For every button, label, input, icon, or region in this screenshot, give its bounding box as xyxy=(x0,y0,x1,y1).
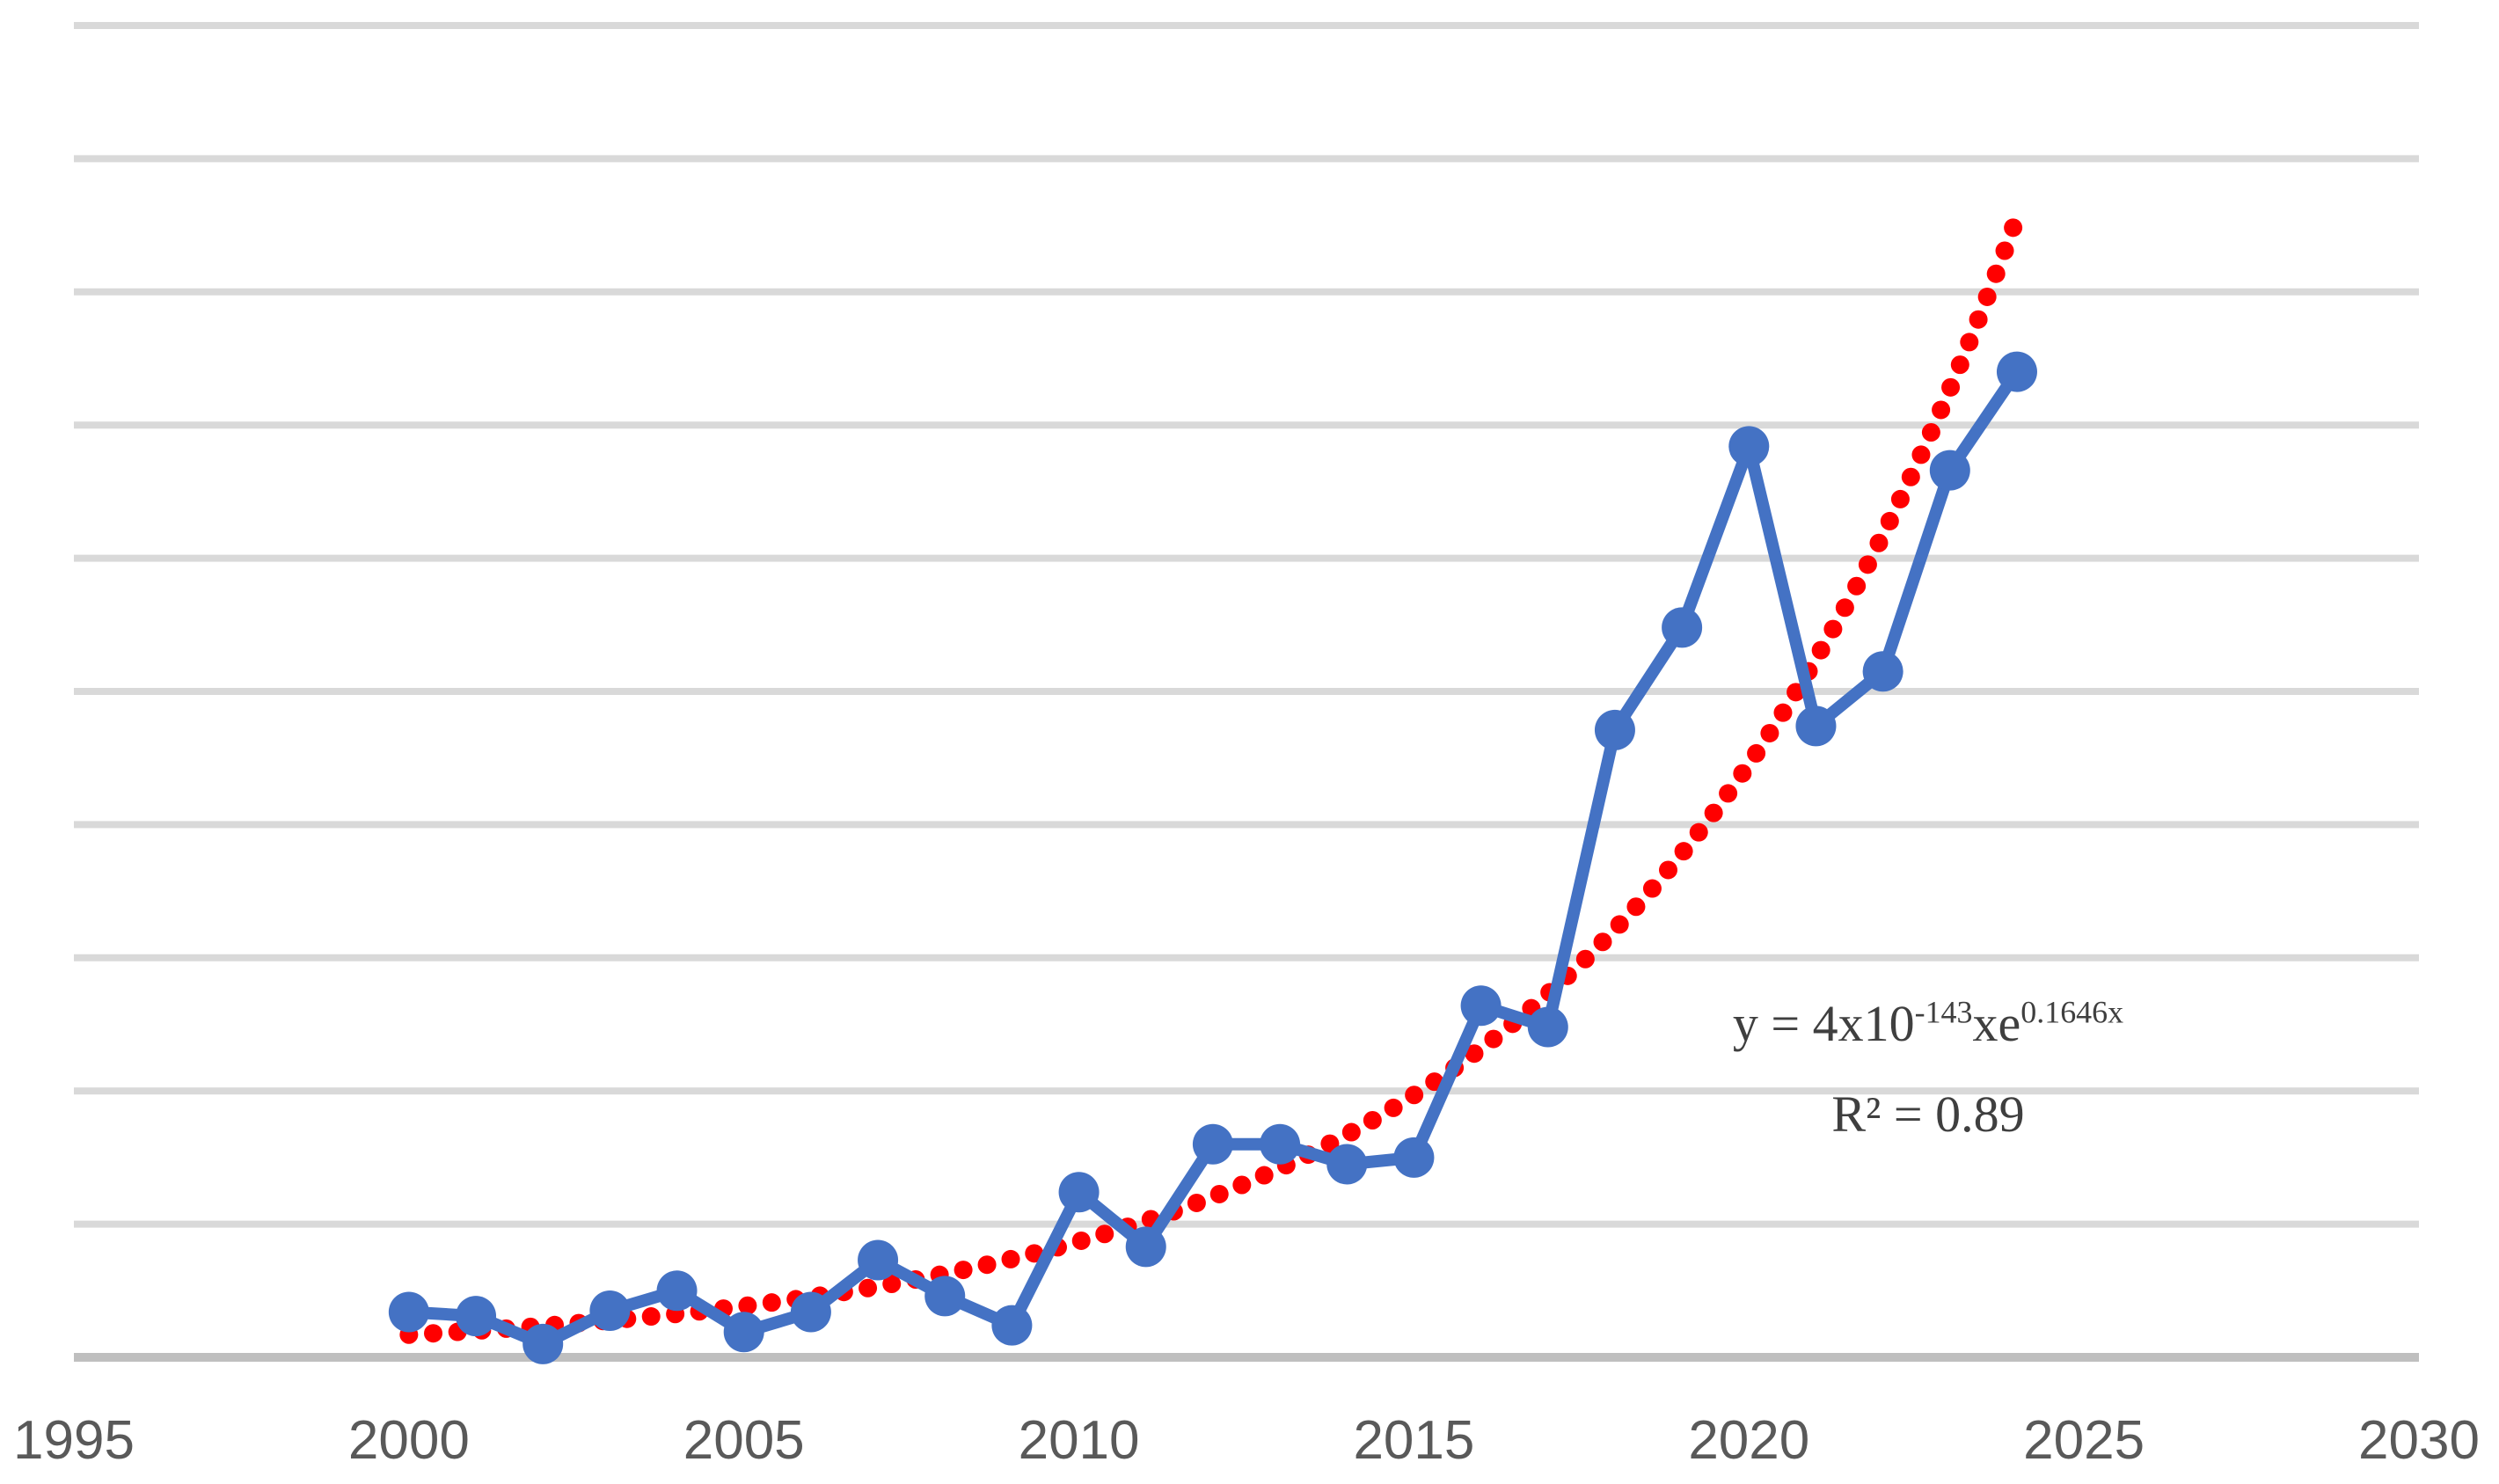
trendline-dot xyxy=(1232,1175,1252,1195)
data-point-marker xyxy=(1326,1144,1368,1185)
trendline-dot xyxy=(1341,1122,1361,1142)
trendline-dot xyxy=(1960,333,1979,352)
equation-superscript-2: 0.1646x xyxy=(2020,994,2124,1030)
data-point-marker xyxy=(456,1296,497,1337)
trendline-dot xyxy=(1847,576,1867,596)
trendline-dot xyxy=(1747,743,1766,763)
trendline-dot xyxy=(1001,1249,1020,1268)
trendline-dot xyxy=(1254,1166,1274,1185)
trendline-dot xyxy=(1995,241,2014,260)
x-tick-label: 2025 xyxy=(2023,1410,2145,1471)
data-point-marker xyxy=(1527,1006,1568,1048)
trendline-dot xyxy=(1575,949,1595,969)
trendline-dot xyxy=(1932,400,1951,420)
data-point-marker xyxy=(1460,985,1502,1027)
trendline-dot xyxy=(977,1255,997,1275)
data-point-marker xyxy=(1996,351,2037,392)
trendline-dot xyxy=(1071,1231,1091,1250)
data-point-marker xyxy=(1662,607,1703,648)
data-point-marker xyxy=(1929,450,1970,491)
trendline-dot xyxy=(1760,723,1779,742)
data-point-marker xyxy=(723,1312,764,1353)
trendline-dot xyxy=(1484,1029,1503,1049)
trendline-dot xyxy=(1890,489,1910,508)
trendline-dot xyxy=(1941,377,1961,397)
equation-superscript-1: -143 xyxy=(1914,994,1973,1030)
trendline-dot xyxy=(1858,555,1877,574)
trendline-dot xyxy=(882,1275,902,1294)
trendline-dot xyxy=(424,1324,443,1343)
data-point-marker xyxy=(1728,426,1770,467)
trendline-dot xyxy=(1773,703,1793,722)
data-point-marker xyxy=(991,1305,1033,1346)
trendline-dot xyxy=(1835,598,1854,618)
data-point-marker xyxy=(1795,705,1837,747)
trendline-dot xyxy=(1384,1098,1403,1117)
trendline-dot xyxy=(1025,1244,1044,1263)
trendline-dot xyxy=(1658,860,1677,880)
data-point-marker xyxy=(589,1290,631,1332)
data-point-marker xyxy=(1260,1123,1301,1165)
trendline-equation: y = 4x10-143xe0.1646x xyxy=(1576,978,2280,1069)
data-point-marker xyxy=(1594,709,1635,750)
x-tick-label: 2005 xyxy=(683,1410,805,1471)
data-point-marker xyxy=(656,1270,698,1312)
trendline-dot xyxy=(1209,1184,1229,1203)
trendline-dot xyxy=(1704,803,1723,822)
trendline-dot xyxy=(641,1307,661,1327)
trendline-dot xyxy=(1869,533,1889,552)
trendline-dot xyxy=(1674,842,1693,861)
trendline-dot xyxy=(1465,1044,1484,1064)
trendline-dot xyxy=(859,1278,878,1298)
trendline-dot xyxy=(1823,619,1843,639)
trendline-dot xyxy=(1921,422,1940,442)
trendline-dot xyxy=(762,1293,781,1312)
x-tick-label: 2020 xyxy=(1688,1410,1809,1471)
trendline-dot xyxy=(1610,915,1629,934)
data-point-marker xyxy=(1125,1226,1166,1268)
data-point-marker xyxy=(1862,651,1903,692)
equation-base-2: xe xyxy=(1972,995,2021,1052)
x-tick-label: 2015 xyxy=(1353,1410,1474,1471)
trendline-dot xyxy=(1950,355,1969,375)
trendline-dot xyxy=(1095,1224,1114,1244)
data-point-marker xyxy=(1393,1137,1435,1178)
trendline-dot xyxy=(1901,467,1920,486)
trendline-dot xyxy=(1880,511,1899,530)
trendline-dot xyxy=(1187,1193,1206,1212)
trendline-dot xyxy=(1811,640,1830,660)
x-tick-label: 2000 xyxy=(348,1410,470,1471)
trendline-dot xyxy=(1642,879,1662,898)
trendline-dot xyxy=(1689,822,1708,842)
trendline-dot xyxy=(1405,1086,1424,1105)
trendline-dot xyxy=(1986,264,2006,283)
r-squared-label: R² = 0.89 xyxy=(1831,1086,2025,1143)
equation-base-1: y = 4x10 xyxy=(1732,995,1915,1052)
data-point-marker xyxy=(790,1291,831,1333)
data-point-marker xyxy=(1058,1172,1100,1213)
data-point-marker xyxy=(388,1291,429,1333)
trendline-dot xyxy=(2004,218,2023,238)
x-tick-label: 1995 xyxy=(13,1410,135,1471)
data-point-marker xyxy=(924,1276,966,1317)
trendline-dot xyxy=(1719,784,1738,803)
x-tick-label: 2030 xyxy=(2358,1410,2480,1471)
trendline-dot xyxy=(738,1296,757,1315)
data-point-marker xyxy=(522,1323,564,1364)
trendline-annotation: y = 4x10-143xe0.1646x R² = 0.89 xyxy=(1576,978,2280,1159)
trendline-dot xyxy=(1363,1111,1382,1130)
trendline-dot xyxy=(1733,764,1752,783)
trendline-dot xyxy=(1969,310,1988,329)
trendline-dot xyxy=(1593,932,1612,952)
data-point-marker xyxy=(1192,1123,1233,1165)
x-tick-label: 2010 xyxy=(1019,1410,1140,1471)
trendline-dot xyxy=(1626,897,1646,917)
trendline-dot xyxy=(1977,287,1997,306)
trendline-dot xyxy=(954,1261,973,1280)
trendline-dot xyxy=(1911,445,1931,464)
data-point-marker xyxy=(858,1239,899,1281)
